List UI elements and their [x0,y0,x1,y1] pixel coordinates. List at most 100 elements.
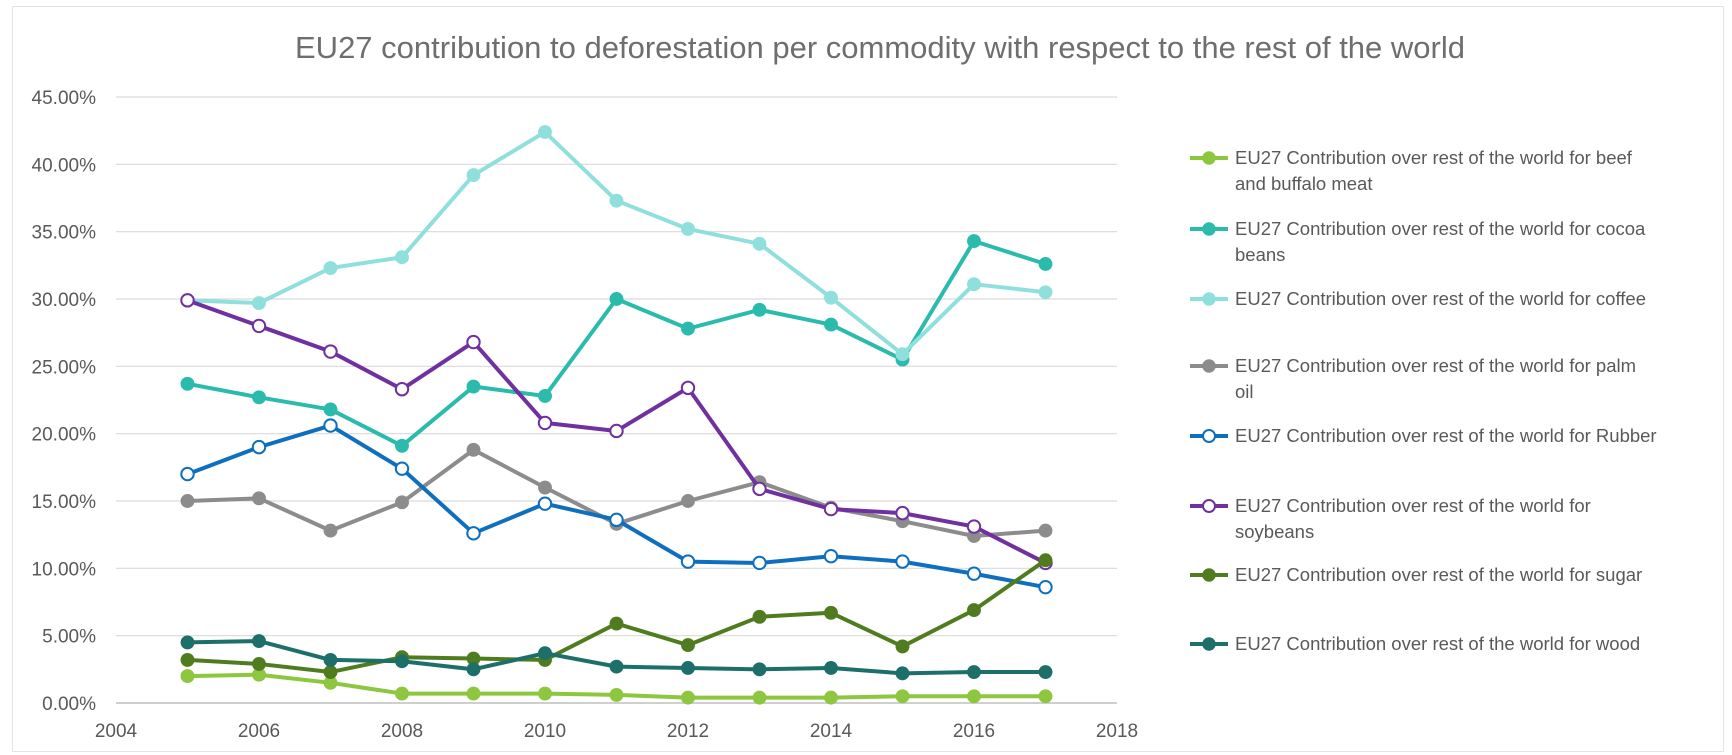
data-point [824,661,838,675]
data-point [752,302,767,317]
data-point [609,292,624,306]
data-point [251,439,267,455]
data-point [681,638,695,653]
data-point [824,605,838,620]
data-point [466,379,481,394]
data-point [466,442,481,457]
data-point [180,669,195,684]
legend-marker [1202,222,1216,236]
data-point [823,549,839,564]
data-point [895,505,910,521]
y-tick-label: 35.00% [32,223,97,244]
y-tick-label: 20.00% [32,425,97,446]
chart-title: EU27 contribution to deforestation per c… [295,30,1465,65]
series-line [185,423,1048,590]
legend-item: EU27 Contribution over rest of the world… [1190,147,1633,194]
series-line [185,239,1048,448]
data-point [466,686,481,701]
x-tick-label: 2006 [238,721,280,742]
data-point [609,512,624,528]
data-point [967,277,981,292]
legend-item: EU27 Contribution over rest of the world… [1190,425,1657,446]
y-tick-label: 30.00% [32,290,97,311]
data-point [609,687,624,702]
series-line [185,130,1048,357]
data-point [466,526,481,541]
x-tick-label: 2018 [1096,721,1138,742]
legend-item: EU27 Contribution over rest of the world… [1190,495,1591,542]
legend-marker [1202,499,1216,513]
data-point [752,481,767,497]
data-point [966,519,982,534]
data-point [680,380,696,396]
data-point [395,438,409,453]
legend-label: EU27 Contribution over rest of the world… [1235,564,1642,585]
legend-label: EU27 Contribution over rest of the world… [1235,218,1646,265]
x-tick-label: 2016 [953,721,995,742]
data-point [395,495,409,510]
data-point [180,494,195,508]
data-point [252,491,266,506]
tick-labels: 0.00% 5.00% 10.00% 15.00% 20.00% 25.00% 30.00%… [32,88,1139,742]
x-tick-label: 2008 [381,721,423,742]
data-point [895,347,910,362]
series-lines [180,125,1053,705]
data-point [895,689,910,704]
data-point [609,659,624,674]
chart-frame [12,6,1724,752]
data-point [1038,523,1053,538]
legend-label: EU27 Contribution over rest of the world… [1235,425,1657,446]
data-point [895,639,910,654]
legend-label: EU27 Contribution over rest of the world… [1235,288,1646,309]
data-point [538,480,552,495]
data-point [967,665,981,679]
series-6 [180,553,1053,679]
legend-marker [1202,359,1216,373]
data-point [252,634,266,649]
data-point [681,494,695,508]
data-point [323,402,338,417]
y-tick-label: 5.00% [42,627,96,648]
data-point [680,554,696,569]
data-point [895,666,910,681]
data-point [609,423,624,439]
data-point [180,652,195,667]
legend-marker [1202,292,1216,306]
y-tick-label: 45.00% [32,88,97,109]
legend-marker [1202,637,1216,651]
data-point [394,382,410,397]
series-7 [180,634,1053,681]
data-point [967,603,981,618]
x-tick-label: 2004 [95,721,138,742]
data-point [681,321,695,336]
data-point [466,334,481,350]
legend-label: EU27 Contribution over rest of the world… [1235,355,1636,402]
data-point [895,554,910,569]
y-tick-label: 40.00% [32,155,97,176]
data-point [395,654,409,669]
data-point [752,662,767,677]
legend: EU27 Contribution over rest of the world… [1190,147,1657,654]
series-4 [180,418,1053,595]
data-point [752,609,767,624]
data-point [251,318,267,334]
data-point [323,261,338,275]
data-point [824,317,838,332]
data-point [180,376,195,391]
data-point [824,690,838,705]
data-point [323,523,338,538]
legend-item: EU27 Contribution over rest of the world… [1190,288,1646,309]
legend-item: EU27 Contribution over rest of the world… [1190,633,1640,654]
legend-label: EU27 Contribution over rest of the world… [1235,495,1591,542]
data-point [537,415,553,431]
data-point [681,661,695,675]
series-2 [180,125,1053,362]
x-tick-label: 2012 [667,721,709,742]
data-point [1038,689,1053,704]
data-point [967,234,981,249]
data-point [1038,257,1053,271]
data-point [609,616,624,631]
y-tick-label: 0.00% [42,694,96,715]
data-point [537,496,553,511]
